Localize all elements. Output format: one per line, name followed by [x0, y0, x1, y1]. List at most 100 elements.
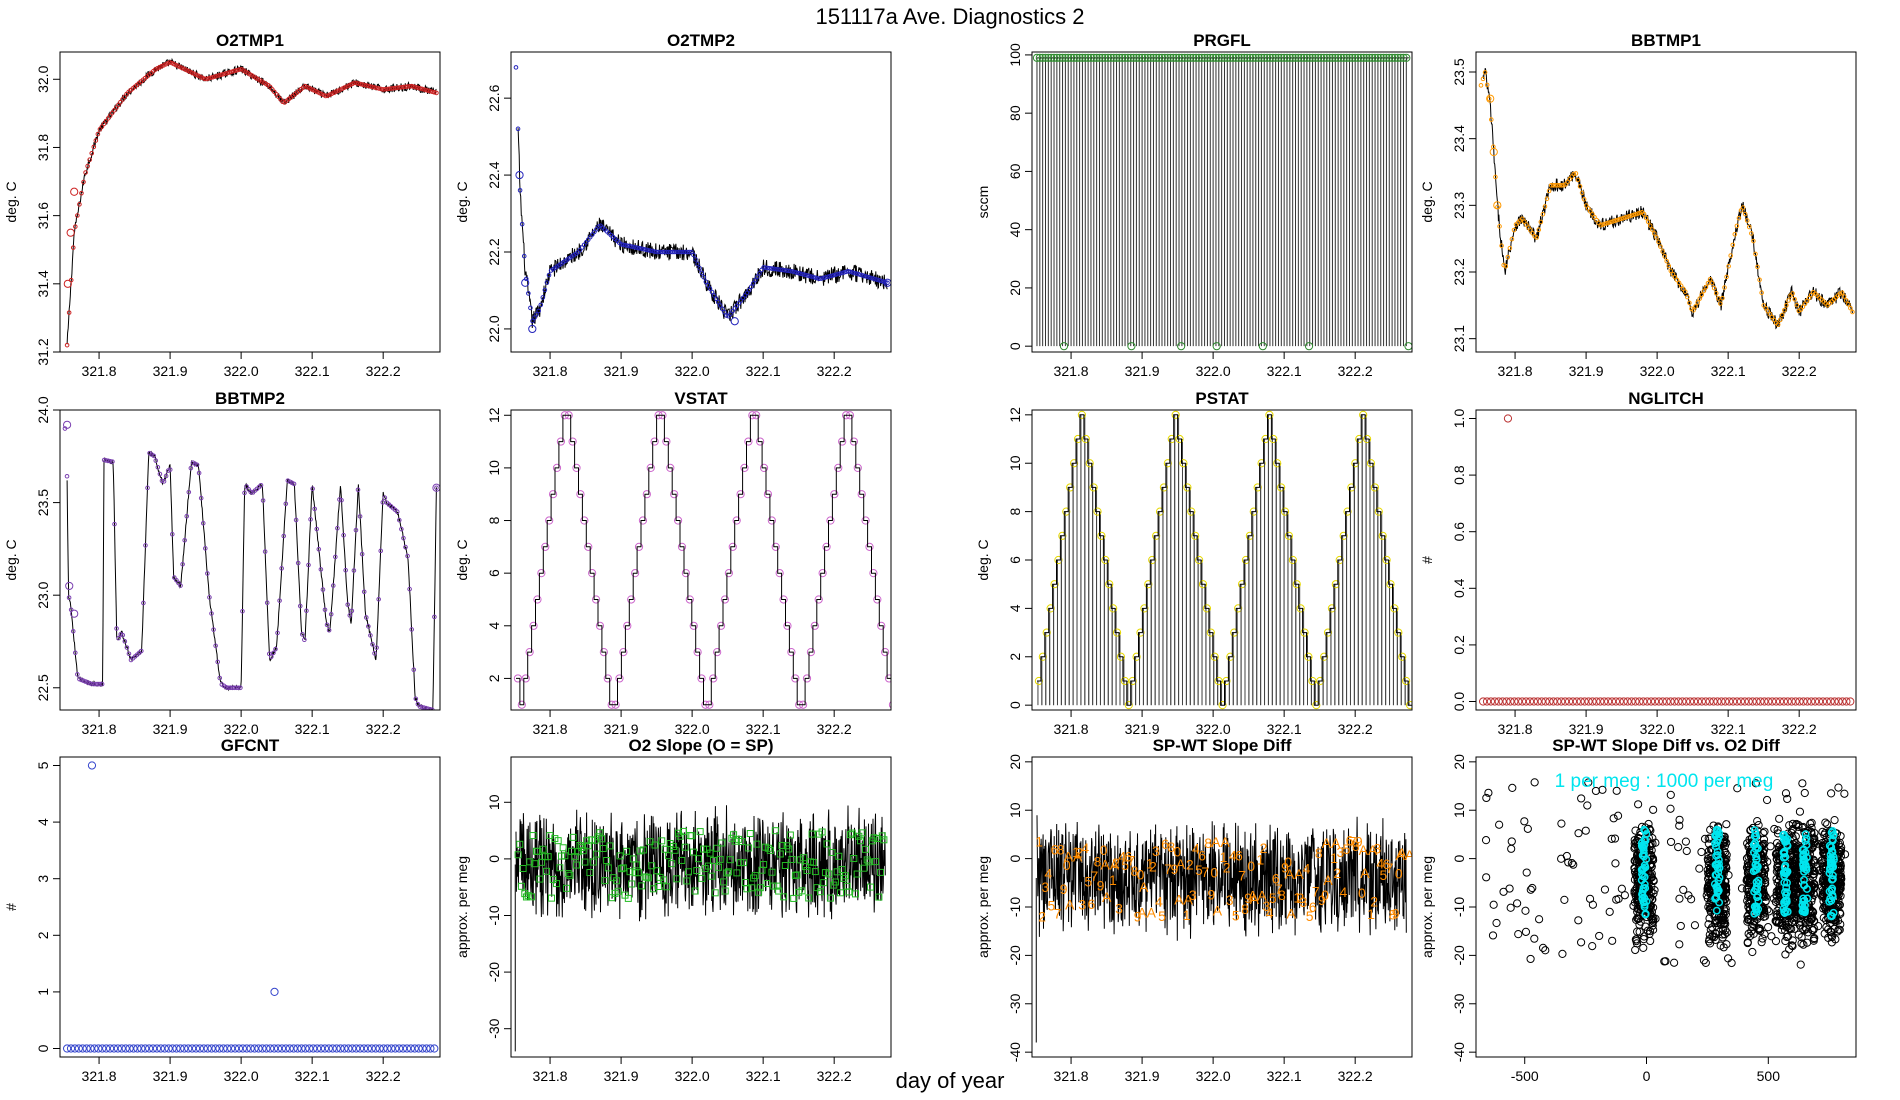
data-point: [751, 281, 756, 286]
x-tick-label: 321.9: [153, 363, 188, 379]
y-axis-label: deg. C: [1419, 181, 1435, 222]
data-point: [791, 674, 800, 683]
x-tick-label: 321.9: [604, 721, 639, 737]
data-point: 3: [1300, 894, 1308, 910]
data-point: [1791, 832, 1800, 841]
data-point: [1761, 303, 1767, 308]
data-point: [1732, 231, 1738, 237]
data-point: [1649, 805, 1658, 814]
data-point: [91, 681, 97, 687]
data-point: [66, 595, 72, 600]
data-point: [1405, 701, 1412, 710]
data-point: [877, 868, 885, 876]
data-point: [1179, 459, 1188, 468]
data-point: [1678, 697, 1687, 706]
data-point: [1736, 215, 1742, 221]
data-point: [258, 482, 264, 488]
data-point: [1304, 342, 1314, 351]
data-point: [656, 249, 661, 255]
data-point: [776, 850, 784, 858]
data-point: [316, 1044, 326, 1053]
data-point: [1378, 531, 1387, 540]
data-point: [1690, 921, 1700, 930]
data-point: [1835, 925, 1844, 934]
data-point: [707, 286, 713, 291]
data-point: [1697, 296, 1703, 301]
data-point: [1752, 697, 1761, 706]
data-point: [1773, 826, 1782, 835]
data-point: [378, 86, 384, 92]
data-point: [1632, 915, 1641, 924]
data-point: [1175, 434, 1184, 444]
data-point: [1526, 954, 1535, 964]
data-point: [368, 633, 373, 638]
data-point: [270, 987, 279, 997]
data-point: [1623, 697, 1632, 706]
data-point: [1097, 531, 1106, 540]
x-tick-label: 321.9: [1125, 363, 1160, 379]
data-point: [1666, 804, 1675, 813]
data-point: [1631, 935, 1640, 944]
x-tick-label: 321.8: [1498, 721, 1533, 737]
data-point: 3: [1226, 892, 1234, 908]
data-point: [627, 243, 632, 249]
data-point: [1660, 249, 1665, 254]
y-tick-label: 0: [1451, 855, 1467, 863]
data-point: [422, 1044, 431, 1053]
data-point: [1805, 885, 1814, 894]
data-point: [409, 83, 415, 89]
data-point: AA: [1174, 891, 1193, 907]
data-point: [1643, 697, 1652, 706]
data-point: [1795, 807, 1805, 816]
data-point: [619, 864, 627, 872]
data-point: 8: [1352, 838, 1360, 854]
data-point: [613, 877, 621, 885]
data-point: [671, 846, 679, 854]
data-point: [1803, 697, 1812, 706]
data-point: [1058, 531, 1067, 540]
data-point: [99, 681, 105, 687]
x-tick-label: 322.0: [224, 1068, 259, 1084]
data-point: [1402, 676, 1411, 686]
y-tick-label: 0.0: [1451, 692, 1467, 712]
data-point: [1054, 555, 1063, 565]
data-point: [1241, 555, 1251, 565]
data-point: [866, 274, 872, 280]
plot-frame: [59, 756, 441, 1058]
data-point: [1699, 292, 1705, 298]
data-point: [1638, 872, 1647, 881]
data-point: [1521, 927, 1531, 936]
data-point: [1742, 854, 1752, 863]
data-point: [120, 632, 126, 638]
data-point: [1781, 833, 1790, 841]
data-point: [1757, 277, 1762, 283]
data-point: [576, 490, 585, 499]
data-point: [157, 471, 163, 477]
y-tick-label: 5: [35, 761, 51, 769]
x-tick-label: 321.8: [82, 1068, 117, 1084]
data-point: [1148, 555, 1157, 565]
data-point: [314, 526, 320, 532]
data-point: [802, 674, 812, 683]
data-point: [1807, 915, 1816, 924]
data-point: [1507, 844, 1516, 853]
data-point: [808, 274, 814, 279]
data-point: [1755, 264, 1760, 270]
data-point: [93, 138, 99, 143]
data-point: [823, 840, 831, 848]
data-point: [1488, 117, 1494, 122]
data-point: [231, 685, 237, 691]
data-point: [1526, 885, 1535, 894]
data-point: [858, 272, 863, 278]
data-point: [756, 884, 764, 892]
data-point: [228, 69, 234, 75]
data-point: [720, 306, 725, 312]
data-point: [1680, 286, 1686, 292]
data-point: [1557, 697, 1566, 706]
data-point: 5: [1269, 890, 1277, 906]
data-point: [528, 305, 533, 311]
data-point: [1748, 947, 1757, 957]
x-tick-label: 321.8: [1054, 721, 1089, 737]
data-point: [1666, 697, 1675, 706]
y-tick-label: 3: [35, 875, 51, 883]
